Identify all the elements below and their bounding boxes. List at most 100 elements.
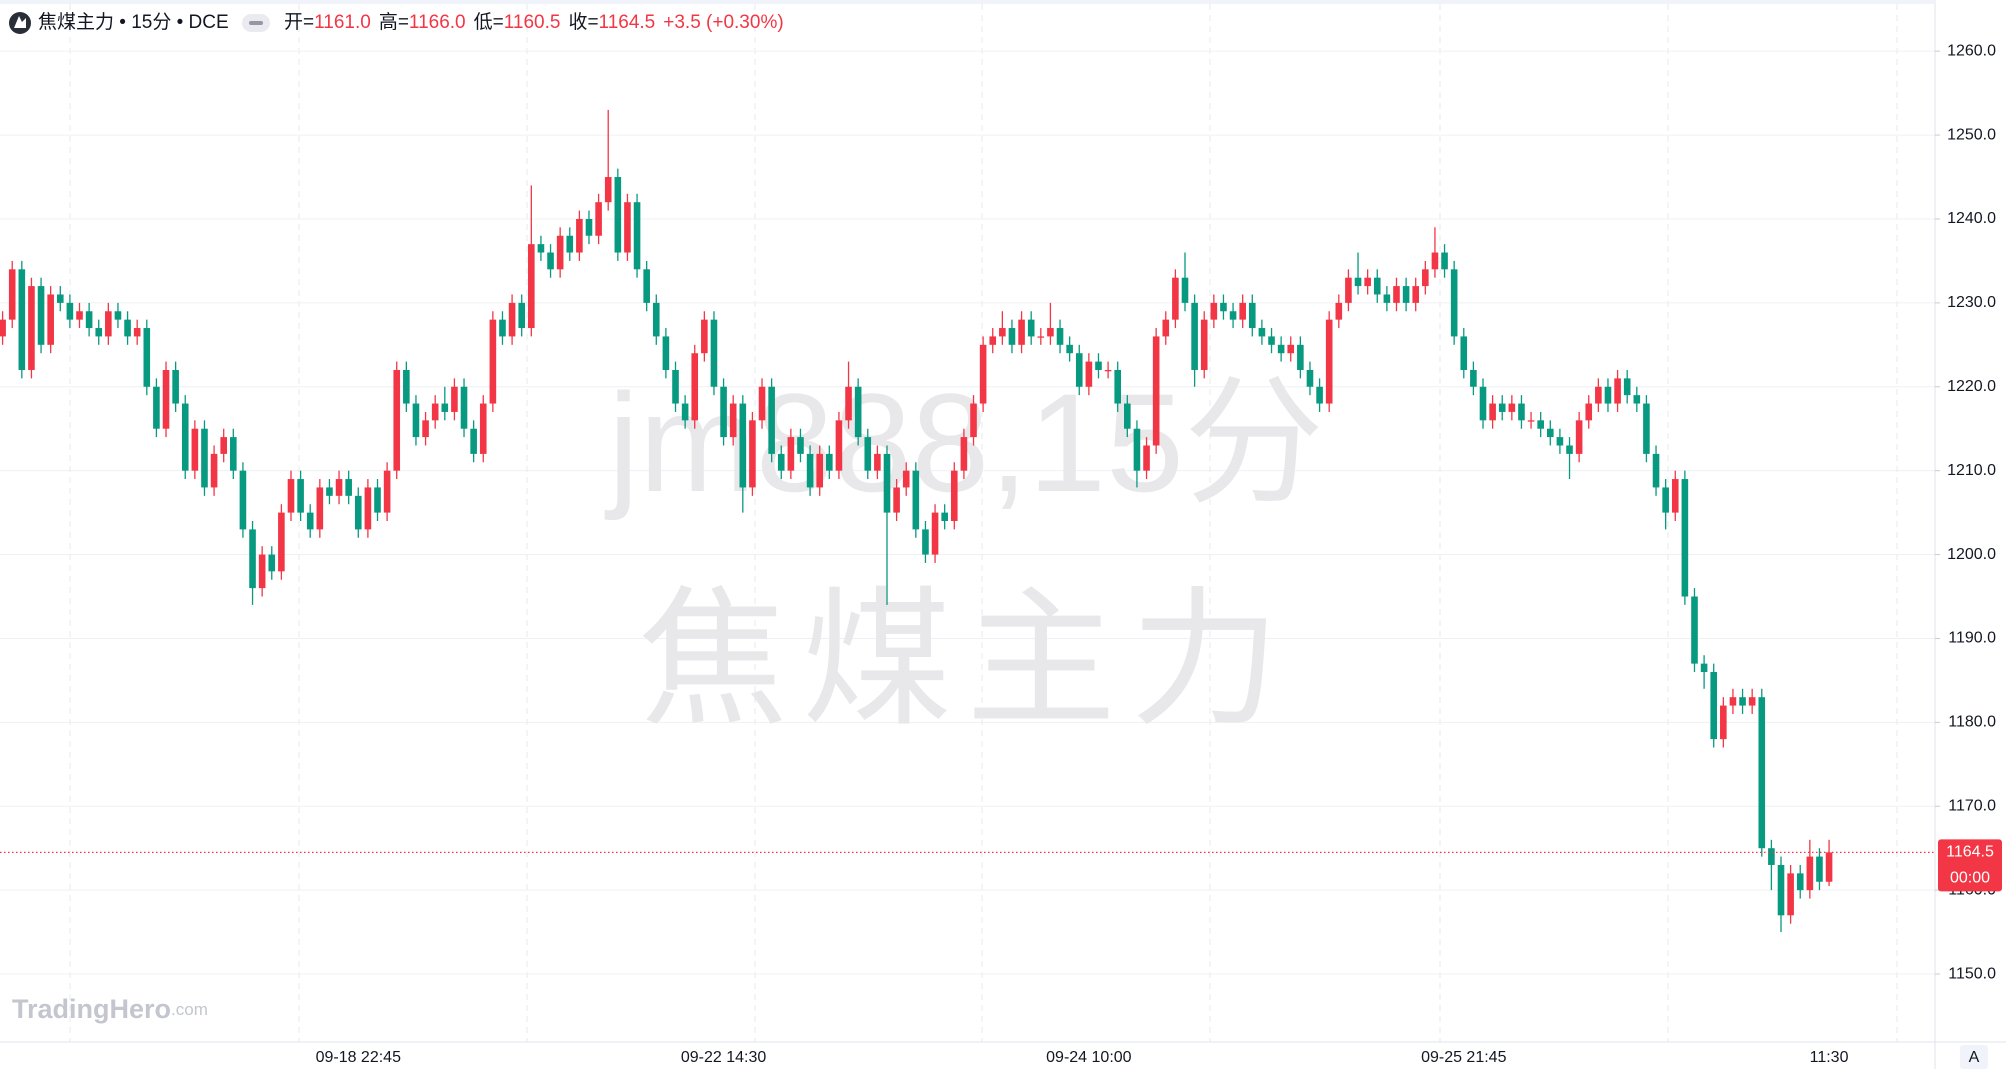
- candle-body: [1527, 420, 1535, 422]
- candle-body: [1104, 369, 1112, 372]
- candle-body: [0, 319, 6, 337]
- candle-body: [749, 420, 756, 488]
- high-value: 1166.0: [409, 12, 466, 33]
- candle-body: [1335, 302, 1343, 320]
- candle-body: [1373, 277, 1381, 295]
- x-tick-label: 09-25 21:45: [1421, 1049, 1507, 1066]
- candle-body: [1287, 344, 1295, 354]
- candle-body: [326, 487, 333, 496]
- candle-body: [1748, 697, 1756, 706]
- candle-body: [566, 235, 574, 253]
- x-tick-label: 09-18 22:45: [316, 1049, 402, 1066]
- candle-body: [1575, 420, 1583, 454]
- candle-body: [1114, 369, 1122, 404]
- candle-body: [662, 336, 670, 370]
- candle-body: [1604, 386, 1612, 404]
- candle-body: [1489, 403, 1496, 421]
- candle-body: [989, 336, 997, 345]
- candle-body: [287, 479, 295, 513]
- candle-body: [1008, 328, 1016, 345]
- candle-body: [1152, 336, 1160, 446]
- candle-body: [979, 344, 987, 404]
- candle-body: [1508, 403, 1516, 412]
- candle-body: [403, 369, 410, 404]
- candle-body: [1643, 403, 1650, 454]
- candle-body: [451, 386, 458, 412]
- candle-body: [76, 311, 83, 320]
- candle-body: [1200, 319, 1208, 370]
- candle-body: [970, 403, 977, 438]
- candle-body: [1306, 369, 1314, 387]
- close-label: 收=: [568, 11, 598, 33]
- x-tick-label: 09-22 14:30: [681, 1049, 767, 1066]
- candle-body: [777, 453, 785, 471]
- candle-body: [537, 244, 545, 253]
- candle-body: [1047, 328, 1054, 337]
- candle-body: [364, 487, 372, 530]
- candle-body: [720, 386, 727, 438]
- candle-body: [133, 328, 141, 337]
- countdown-label: 00:00: [1950, 870, 1990, 887]
- candle-body: [124, 319, 131, 337]
- candle-body: [412, 403, 420, 438]
- pill-glyph: [249, 21, 263, 25]
- change-value: +3.5 (+0.30%): [663, 12, 783, 33]
- candle-body: [1758, 697, 1766, 849]
- scale-button[interactable]: [1960, 1045, 1988, 1069]
- candle-body: [85, 311, 93, 329]
- candle-body: [826, 453, 833, 471]
- candle-body: [1018, 319, 1025, 345]
- top-strip: [0, 0, 1935, 4]
- candle-body: [1768, 848, 1775, 865]
- candle-body: [1364, 277, 1371, 287]
- candle-body: [105, 311, 112, 337]
- candle-body: [556, 235, 564, 270]
- candle-body: [354, 495, 362, 530]
- candle-body: [1258, 328, 1266, 337]
- vertical-grid: [69, 4, 1898, 1042]
- candle-body: [1268, 336, 1275, 345]
- candle-body: [1710, 672, 1718, 740]
- horizontal-grid: [0, 50, 1935, 975]
- brand: TradingHero.com: [12, 994, 208, 1024]
- candle-body: [1441, 252, 1448, 270]
- candle-body: [1412, 286, 1420, 303]
- candle-body: [1393, 286, 1400, 303]
- candle-body: [691, 353, 699, 421]
- candle-body: [1777, 864, 1785, 916]
- candle-body: [1085, 361, 1093, 387]
- candle-body: [1422, 269, 1429, 287]
- candle-body: [854, 386, 862, 438]
- candle-body: [422, 420, 429, 438]
- candle-body: [306, 512, 314, 530]
- candle-body: [1796, 873, 1804, 891]
- candle-body: [883, 453, 891, 513]
- candle-body: [28, 286, 35, 370]
- candle-body: [864, 437, 872, 471]
- candle-body: [1431, 252, 1439, 270]
- candle-body: [258, 554, 266, 589]
- y-tick-label: 1150.0: [1948, 965, 1996, 982]
- candle-body: [1210, 302, 1218, 320]
- candle-body: [499, 319, 506, 337]
- candle-body: [479, 403, 487, 454]
- candle-body: [1633, 395, 1641, 404]
- candle-body: [1354, 277, 1362, 287]
- candle-body: [56, 294, 64, 303]
- candle-body: [489, 319, 497, 404]
- candle-body: [701, 319, 708, 354]
- candle-body: [1229, 311, 1237, 320]
- time-axis: 09-18 22:45 09-22 14:30 09-24 10:00 09-25 2…: [316, 1049, 1849, 1066]
- y-tick-label: 1220.0: [1947, 378, 1996, 395]
- candle-body: [710, 319, 718, 387]
- candle-body: [1325, 319, 1333, 404]
- candle-body: [1191, 302, 1198, 370]
- low-label: 低=: [474, 11, 504, 33]
- low-value: 1160.5: [504, 12, 561, 33]
- candle-body: [470, 428, 477, 454]
- candle-body: [1566, 445, 1573, 454]
- candle-body: [153, 386, 160, 429]
- candle-body: [902, 470, 910, 488]
- candle-body: [1546, 428, 1554, 438]
